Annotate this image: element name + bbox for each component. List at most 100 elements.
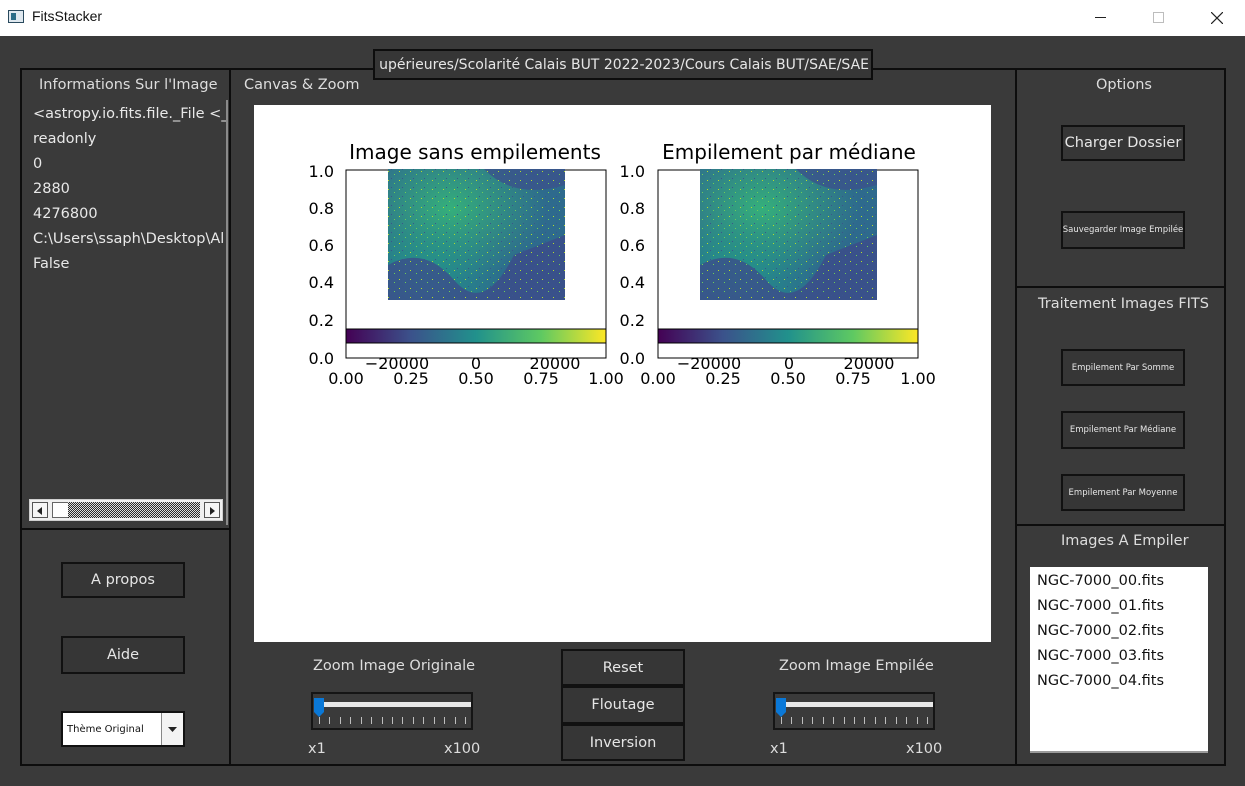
blur-button[interactable]: Floutage (561, 686, 685, 724)
slider-ticks (319, 717, 466, 724)
y-tick-label: 0.8 (309, 199, 334, 218)
right-x-ticks: 0.00 0.25 0.50 0.75 1.00 (640, 369, 936, 388)
plot-canvas[interactable]: Image sans empilements 1.0 0.8 0.6 0.4 0… (254, 105, 991, 642)
colorbar-tick-label: 20000 (530, 354, 581, 373)
slider-tick (916, 717, 918, 724)
processing-panel-title: Traitement Images FITS (1038, 296, 1209, 312)
x-tick-label: 0.00 (640, 369, 676, 388)
colorbar-tick-label: 0 (471, 354, 481, 373)
slider-tick (895, 717, 897, 724)
options-panel (1015, 68, 1226, 288)
slider-tick (906, 717, 908, 724)
window-title: FitsStacker (32, 8, 103, 24)
y-tick-label: 0.4 (620, 273, 645, 292)
maximize-button[interactable] (1130, 0, 1188, 36)
slider-handle[interactable] (775, 698, 787, 718)
list-item[interactable]: NGC-7000_03.fits (1037, 648, 1165, 664)
slider-tick (885, 717, 887, 724)
info-line: False (33, 256, 70, 272)
info-vertical-scrollbar[interactable] (226, 100, 228, 525)
slider-tick (854, 717, 855, 724)
stack-median-button[interactable]: Empilement Par Médiane (1061, 411, 1185, 449)
theme-dropdown-button[interactable] (161, 713, 183, 745)
theme-select-value: Thème Original (67, 724, 144, 735)
zoom-stacked-label: Zoom Image Empilée (779, 658, 934, 674)
list-item[interactable]: NGC-7000_04.fits (1037, 673, 1165, 689)
folder-path-value: upérieures/Scolarité Calais BUT 2022-202… (379, 57, 869, 73)
y-tick-label: 0.0 (309, 349, 334, 368)
slider-tick (392, 717, 393, 724)
folder-path-field[interactable]: upérieures/Scolarité Calais BUT 2022-202… (373, 49, 873, 80)
left-plot-title: Image sans empilements (349, 140, 601, 164)
zoom-original-max: x100 (444, 741, 481, 757)
about-button[interactable]: A propos (61, 562, 185, 598)
slider-tick (927, 717, 928, 724)
right-image (700, 169, 877, 300)
scrollbar-track[interactable] (68, 502, 200, 518)
left-x-ticks: 0.00 0.25 0.50 0.75 1.00 (328, 369, 624, 388)
colorbar-tick-label: 20000 (844, 354, 895, 373)
save-stacked-button[interactable]: Sauvegarder Image Empilée (1061, 211, 1185, 249)
slider-handle[interactable] (313, 698, 325, 718)
slider-tick (319, 717, 320, 724)
scroll-left-button[interactable] (32, 502, 48, 518)
stack-sum-button[interactable]: Empilement Par Somme (1061, 349, 1185, 386)
info-line: 4276800 (33, 206, 98, 222)
right-plot-title: Empilement par médiane (662, 140, 916, 164)
minimize-icon (1095, 17, 1106, 18)
x-tick-label: 0.50 (770, 369, 806, 388)
canvas-panel-title: Canvas & Zoom (244, 77, 360, 93)
app-icon (8, 10, 24, 23)
info-text-area: <astropy.io.fits.file._File <_i readonly… (24, 100, 226, 495)
slider-tick (360, 717, 362, 724)
zoom-original-min: x1 (308, 741, 326, 757)
x-tick-label: 0.75 (523, 369, 559, 388)
slider-tick (843, 717, 845, 724)
slider-tick (423, 717, 425, 724)
zoom-original-slider[interactable] (311, 692, 473, 730)
colorbar-tick-label: −20000 (677, 354, 741, 373)
x-tick-label: 0.50 (458, 369, 494, 388)
x-tick-label: 1.00 (900, 369, 936, 388)
scroll-right-button[interactable] (204, 502, 220, 518)
left-image (388, 169, 565, 300)
stack-panel-title: Images A Empiler (1061, 533, 1189, 549)
slider-ticks (781, 717, 928, 724)
x-tick-label: 1.00 (588, 369, 624, 388)
colorbar-tick-label: 0 (784, 354, 794, 373)
slider-track (781, 702, 933, 707)
stack-file-list[interactable]: NGC-7000_00.fits NGC-7000_01.fits NGC-70… (1030, 567, 1208, 753)
plot-figure: Image sans empilements 1.0 0.8 0.6 0.4 0… (309, 140, 936, 388)
y-tick-label: 0.2 (309, 311, 334, 330)
stack-mean-button[interactable]: Empilement Par Moyenne (1061, 474, 1185, 511)
info-panel-title: Informations Sur l'Image (39, 77, 218, 93)
slider-tick (433, 717, 435, 724)
scroll-right-icon (210, 507, 215, 515)
title-bar: FitsStacker (0, 0, 1245, 36)
zoom-stacked-slider[interactable] (773, 692, 935, 730)
options-panel-title: Options (1096, 77, 1152, 93)
load-folder-button[interactable]: Charger Dossier (1061, 125, 1185, 161)
chevron-down-icon (168, 727, 177, 732)
info-horizontal-scrollbar[interactable] (29, 499, 223, 521)
left-colorbar-ticks: −20000 0 20000 (365, 354, 581, 373)
slider-tick (350, 717, 352, 724)
left-subplot: Image sans empilements 1.0 0.8 0.6 0.4 0… (309, 140, 624, 388)
info-line: <astropy.io.fits.file._File <_i (33, 106, 226, 122)
reset-button[interactable]: Reset (561, 649, 685, 686)
slider-tick (412, 717, 414, 724)
close-button[interactable] (1188, 0, 1245, 36)
list-item[interactable]: NGC-7000_01.fits (1037, 598, 1165, 614)
slider-tick (833, 717, 835, 724)
slider-tick (801, 717, 803, 724)
slider-tick (402, 717, 404, 724)
slider-tick (339, 717, 341, 724)
list-item[interactable]: NGC-7000_00.fits (1037, 573, 1165, 589)
x-tick-label: 0.25 (705, 369, 741, 388)
x-tick-label: 0.00 (328, 369, 364, 388)
minimize-button[interactable] (1072, 0, 1130, 36)
list-item[interactable]: NGC-7000_02.fits (1037, 623, 1165, 639)
theme-select[interactable]: Thème Original (61, 711, 185, 747)
help-button[interactable]: Aide (61, 636, 185, 674)
invert-button[interactable]: Inversion (561, 724, 685, 761)
